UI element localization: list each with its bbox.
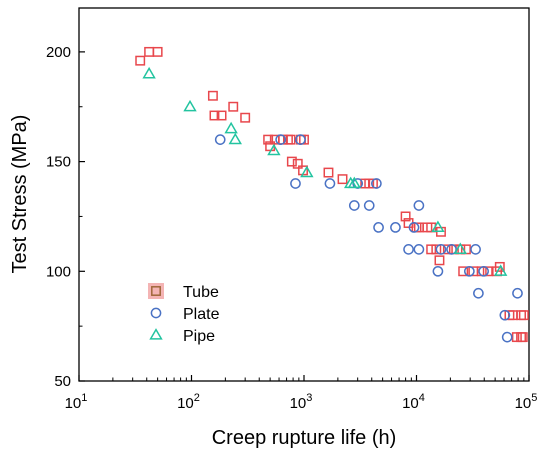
- tube-point: [434, 255, 445, 266]
- x-tick-label-0: 101: [65, 392, 88, 412]
- plate-point: [290, 178, 301, 189]
- y-tick-label-0: 50: [54, 373, 71, 390]
- tube-point: [494, 261, 505, 272]
- pipe-point: [224, 121, 238, 134]
- pipe-point: [183, 99, 197, 112]
- tube-point: [285, 134, 296, 145]
- y-tick-label-3: 200: [46, 44, 71, 61]
- tube-point: [228, 101, 239, 112]
- plate-point: [478, 265, 489, 277]
- x-tick-exponent-2: 3: [306, 392, 312, 404]
- y-tick-label-2: 150: [46, 154, 71, 171]
- plate-point: [324, 178, 336, 189]
- legend-marker-plate: [150, 307, 162, 319]
- legend-label-plate: Plate: [183, 306, 220, 323]
- tube-point: [516, 310, 527, 321]
- x-axis-title: Creep rupture life (h): [212, 427, 397, 449]
- plate-point: [214, 134, 226, 145]
- x-tick-label-3: 104: [402, 392, 425, 412]
- pipe-point: [453, 242, 467, 254]
- legend-label-tube: Tube: [183, 284, 219, 301]
- legend-label-pipe: Pipe: [183, 328, 215, 345]
- plate-point: [371, 178, 382, 189]
- tube-point: [517, 332, 528, 343]
- legend-marker-background: [148, 283, 164, 299]
- plate-point: [501, 331, 513, 343]
- tube-point: [144, 46, 155, 57]
- tube-point: [323, 167, 334, 178]
- pipe-point: [347, 176, 362, 189]
- plate-point: [446, 244, 457, 255]
- tube-point: [207, 90, 218, 101]
- legend-marker-pipe: [149, 328, 163, 340]
- tube-point: [152, 46, 163, 57]
- plate-point: [470, 244, 481, 255]
- tube-point: [286, 156, 297, 167]
- tube-point: [209, 110, 220, 121]
- tube-point: [518, 310, 529, 321]
- y-axis-title: Test Stress (MPa): [9, 115, 31, 274]
- legend: Tube Plate Pipe: [148, 283, 220, 345]
- data-markers: [135, 46, 529, 343]
- pipe-point: [300, 165, 314, 178]
- x-tick-exponent-4: 5: [531, 392, 537, 404]
- tube-point: [135, 55, 146, 66]
- pipe-point: [493, 264, 508, 276]
- plate-point: [432, 265, 444, 277]
- plate-point: [373, 222, 384, 233]
- x-tick-exponent-3: 4: [419, 392, 425, 404]
- x-tick-exponent-0: 1: [81, 392, 87, 404]
- plate-point: [464, 265, 475, 277]
- tick-labels: 101 102 103 104 105 50 100 150 200: [46, 44, 537, 412]
- plate-point: [275, 134, 286, 145]
- legend-marker-tube: [151, 286, 161, 296]
- x-tick-label-1: 102: [177, 392, 200, 412]
- plate-point: [295, 134, 306, 145]
- plot-frame: [78, 7, 530, 382]
- plate-point: [473, 287, 484, 299]
- tube-point: [337, 174, 348, 185]
- pipe-point: [228, 132, 242, 145]
- tube-point: [263, 134, 274, 145]
- x-tick-label-4: 105: [515, 392, 538, 412]
- pipe-point: [267, 143, 281, 156]
- legend-item-pipe: Pipe: [149, 328, 215, 345]
- tube-point: [426, 244, 437, 255]
- plate-point: [413, 200, 425, 211]
- pipe-point: [142, 66, 156, 79]
- legend-item-tube: Tube: [148, 283, 219, 301]
- plate-point: [435, 244, 447, 255]
- plate-point: [408, 222, 420, 233]
- x-tick-label-2: 103: [290, 392, 313, 412]
- plate-point: [363, 200, 375, 211]
- tube-point: [299, 134, 309, 145]
- tube-point: [292, 158, 303, 169]
- plate-point: [390, 222, 401, 233]
- tube-point: [431, 244, 442, 255]
- plate-point: [403, 244, 414, 255]
- tube-point: [442, 244, 453, 255]
- x-tick-exponent-1: 2: [194, 392, 200, 404]
- tube-point: [216, 110, 227, 121]
- y-tick-label-1: 100: [46, 263, 71, 280]
- plate-point: [348, 200, 360, 211]
- tube-point: [240, 112, 251, 123]
- legend-item-plate: Plate: [150, 306, 220, 323]
- pipe-point: [431, 220, 445, 233]
- tube-point: [367, 178, 378, 189]
- plate-point: [413, 244, 425, 255]
- axis-ticks: [78, 51, 530, 382]
- tube-point: [400, 211, 411, 222]
- plate-point: [512, 287, 523, 299]
- tube-point: [482, 266, 493, 277]
- plate-point: [499, 309, 511, 321]
- tube-point: [458, 266, 469, 277]
